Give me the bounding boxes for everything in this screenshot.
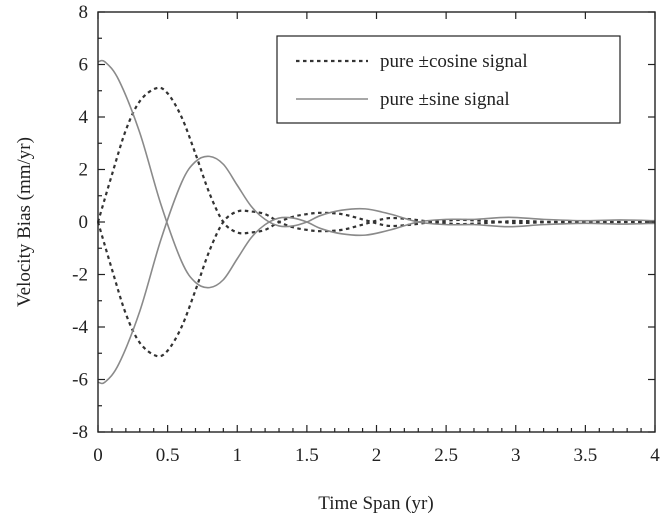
y-tick-label: -8: [72, 422, 88, 443]
cosine-series-line-1: [96, 209, 656, 358]
legend-label-sine: pure ±sine signal: [380, 89, 510, 110]
x-tick-label: 1: [233, 445, 243, 466]
y-tick-label: -6: [72, 370, 88, 391]
x-tick-label: 3.5: [574, 445, 598, 466]
x-tick-label: 2: [372, 445, 382, 466]
y-tick-label: 6: [79, 55, 89, 76]
x-axis-title: Time Span (yr): [318, 493, 433, 514]
y-tick-label: 8: [79, 2, 89, 23]
legend-label-cosine: pure ±cosine signal: [380, 51, 528, 72]
x-tick-label: 0: [93, 445, 103, 466]
x-tick-label: 3: [511, 445, 521, 466]
sine-series-line-3: [97, 155, 656, 385]
y-tick-label: 2: [79, 160, 89, 181]
x-tick-label: 0.5: [156, 445, 180, 466]
y-tick-label: -2: [72, 265, 88, 286]
y-tick-label: 4: [79, 107, 89, 128]
y-tick-label: -4: [72, 317, 88, 338]
sine-series-line-2: [97, 59, 656, 289]
series-layer: [96, 59, 656, 385]
legend-box: [276, 35, 621, 124]
y-axis-title: Velocity Bias (mm/yr): [14, 137, 35, 307]
x-tick-label: 2.5: [434, 445, 458, 466]
ticks-layer: 0 0.5 1 1.5 2 2.5 3 3.5 4 8 6 4 2 0 -2 -4 -6 -8: [72, 2, 660, 466]
y-tick-label: 0: [79, 212, 89, 233]
legend: pure ±cosine signal pure ±sine signal: [276, 35, 621, 124]
x-tick-label: 4: [650, 445, 660, 466]
x-tick-label: 1.5: [295, 445, 319, 466]
